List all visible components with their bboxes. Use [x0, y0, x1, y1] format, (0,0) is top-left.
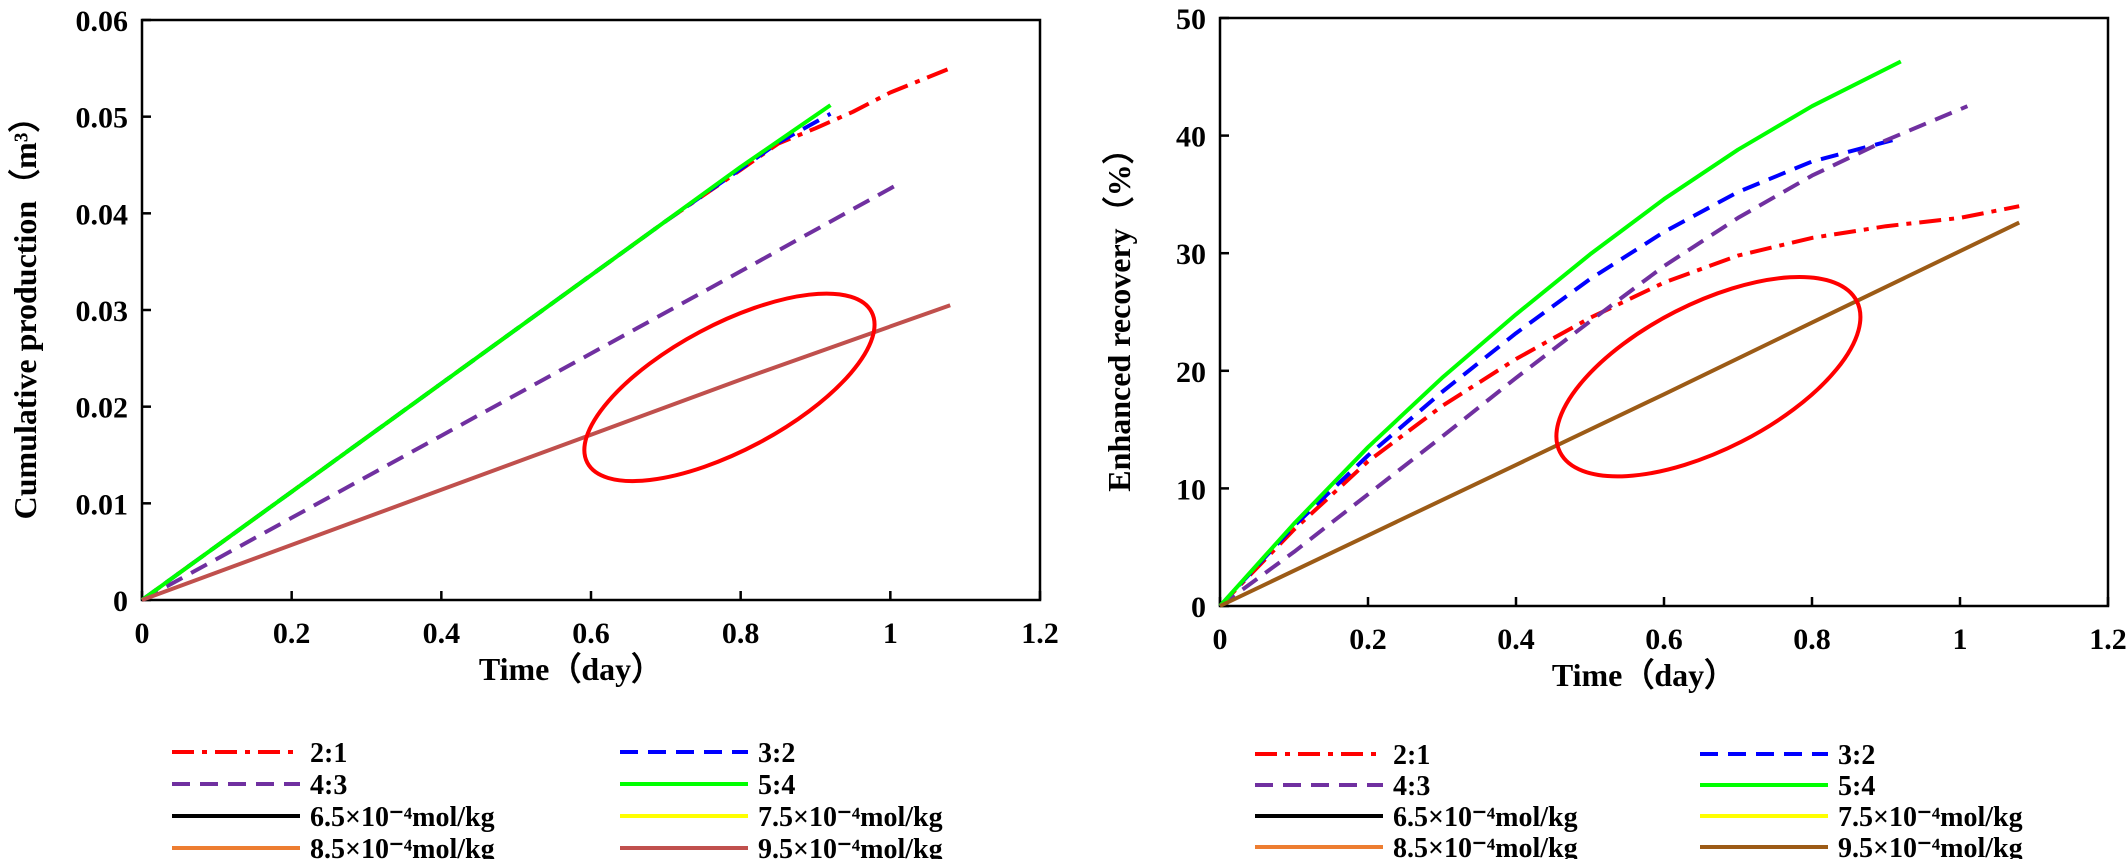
legend-label-3: 5:4 — [1838, 771, 1875, 802]
plot-frame — [140, 18, 1042, 602]
y-tick-label: 0 — [1191, 591, 1206, 624]
left-chart-cumulative-production: 0 0.2 0.4 0.6 0.8 1 1.2 0 0.01 0.02 0.03 0.04 0.05 0.… — [7, 5, 1059, 859]
x-tick-label: 0 — [1213, 623, 1228, 656]
series-line-1 — [1218, 136, 1902, 608]
legend-label-1: 3:2 — [758, 738, 795, 769]
series-line-2 — [141, 182, 899, 602]
y-tick-label: 0.01 — [76, 488, 129, 521]
y-axis-label: Enhanced recovery（%） — [1101, 132, 1137, 491]
plot-frame — [1218, 16, 2110, 608]
legend-label-6: 8.5×10⁻⁴mol/kg — [310, 834, 495, 859]
x-axis-label: Time（day） — [1552, 657, 1736, 693]
legend-label-0: 2:1 — [1393, 740, 1430, 771]
x-tick-label: 1.2 — [2089, 623, 2127, 656]
x-tick-label: 0.8 — [722, 617, 760, 650]
highlight-ellipse — [582, 291, 877, 484]
y-tick-label: 0.03 — [76, 295, 129, 328]
x-tick-label: 0.2 — [273, 617, 311, 650]
series-line-2 — [1218, 104, 1969, 608]
x-tick-label: 0.4 — [1497, 623, 1535, 656]
series-line-7 — [141, 303, 951, 602]
y-tick-label: 0.05 — [76, 102, 129, 135]
x-tick-label: 0.2 — [1349, 623, 1387, 656]
legend-label-1: 3:2 — [1838, 740, 1875, 771]
series-line-0 — [1218, 204, 2020, 608]
y-tick-label: 40 — [1176, 121, 1206, 154]
series-line-7 — [1219, 220, 2021, 608]
legend-label-5: 7.5×10⁻⁴mol/kg — [1838, 802, 2023, 833]
legend-label-3: 5:4 — [758, 770, 795, 801]
y-axis-label: Cumulative production（m³） — [7, 101, 43, 520]
x-tick-label: 0.6 — [572, 617, 610, 650]
legend-label-6: 8.5×10⁻⁴mol/kg — [1393, 833, 1578, 859]
x-tick-label: 1.2 — [1021, 617, 1059, 650]
y-tick-label: 30 — [1176, 238, 1206, 271]
y-tick-label: 20 — [1176, 356, 1206, 389]
y-tick-label: 0.02 — [76, 392, 129, 425]
series-line-3 — [1218, 59, 1902, 608]
legend-label-5: 7.5×10⁻⁴mol/kg — [758, 802, 943, 833]
legend-label-2: 4:3 — [310, 770, 347, 801]
series-line-0 — [140, 66, 951, 602]
legend-label-2: 4:3 — [1393, 771, 1430, 802]
series-line-3 — [140, 103, 832, 602]
x-tick-label: 0.6 — [1645, 623, 1683, 656]
y-tick-label: 0 — [113, 585, 128, 618]
x-tick-label: 0.4 — [423, 617, 461, 650]
legend-label-7: 9.5×10⁻⁴mol/kg — [1838, 833, 2023, 859]
y-tick-label: 0.06 — [76, 5, 129, 38]
x-tick-label: 1 — [883, 617, 898, 650]
x-tick-label: 0.8 — [1793, 623, 1831, 656]
highlight-ellipse — [1554, 275, 1863, 479]
y-tick-label: 50 — [1176, 3, 1206, 36]
y-tick-label: 10 — [1176, 473, 1206, 506]
y-tick-label: 0.04 — [76, 198, 129, 231]
legend-label-4: 6.5×10⁻⁴mol/kg — [310, 802, 495, 833]
x-tick-label: 0 — [135, 617, 150, 650]
legend-label-4: 6.5×10⁻⁴mol/kg — [1393, 802, 1578, 833]
x-axis-label: Time（day） — [479, 651, 663, 687]
right-chart-enhanced-recovery: 0 0.2 0.4 0.6 0.8 1 1.2 0 10 20 30 40 50 Time（day） Enh… — [1101, 3, 2127, 859]
legend-label-7: 9.5×10⁻⁴mol/kg — [758, 834, 943, 859]
x-tick-label: 1 — [1953, 623, 1968, 656]
legend-label-0: 2:1 — [310, 738, 347, 769]
